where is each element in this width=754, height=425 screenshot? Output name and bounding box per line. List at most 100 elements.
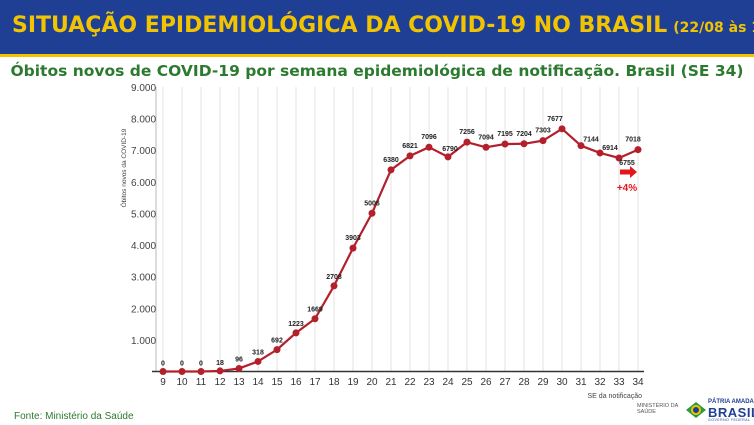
data-label: 0: [180, 361, 184, 368]
x-tick-label: 33: [613, 377, 625, 388]
x-tick-label: 32: [594, 377, 606, 388]
data-point: [539, 137, 547, 145]
data-point: [482, 143, 490, 151]
x-tick-label: 27: [499, 377, 511, 388]
x-tick-label: 19: [347, 377, 359, 388]
y-tick-label: 6.000: [131, 178, 156, 189]
data-label: 96: [235, 356, 243, 363]
data-point: [520, 140, 528, 148]
y-tick-label: 3.000: [131, 273, 156, 284]
arrow-right-icon: [620, 166, 637, 178]
header-date: (22/08 às 18h): [673, 20, 754, 36]
data-label: 6821: [402, 143, 418, 150]
data-label: 1223: [288, 321, 304, 328]
data-label: 7094: [478, 134, 494, 141]
government-logo: PÁTRIA AMADA BRASIL GOVERNO FEDERAL: [686, 398, 754, 422]
x-tick-label: 11: [196, 377, 207, 388]
ministry-line-1: MINISTÉRIO DA: [637, 403, 679, 409]
data-label: 7677: [547, 116, 563, 123]
x-tick-label: 17: [309, 377, 321, 388]
data-label: 7096: [421, 134, 437, 141]
ministry-line-2: SAÚDE: [637, 409, 656, 415]
y-tick-label: 1.000: [131, 336, 156, 347]
x-tick-label: 9: [160, 377, 166, 388]
x-tick-label: 34: [632, 377, 644, 388]
y-tick-label: 7.000: [131, 146, 156, 157]
x-tick-label: 21: [385, 377, 397, 388]
data-point: [292, 329, 300, 337]
logo-top-text: PÁTRIA AMADA: [708, 399, 754, 405]
ministry-label: MINISTÉRIO DA SAÚDE: [637, 403, 683, 415]
y-tick-label: 8.000: [131, 115, 156, 126]
data-point: [368, 209, 376, 217]
data-label: 1669: [307, 307, 323, 314]
data-point: [254, 357, 262, 365]
change-annotation: +4%: [617, 183, 637, 194]
y-tick-label: 2.000: [131, 304, 156, 315]
x-tick-label: 10: [176, 377, 188, 388]
data-point: [197, 368, 205, 375]
x-tick-label: 20: [366, 377, 378, 388]
data-label: 7204: [516, 131, 532, 138]
data-point: [501, 140, 509, 148]
data-label: 6380: [383, 157, 399, 164]
source-note: Fonte: Ministério da Saúde: [14, 411, 134, 422]
data-label: 318: [252, 349, 264, 356]
data-point: [349, 244, 357, 252]
y-axis-label: Óbitos novos da COVID-19: [119, 128, 128, 207]
data-label: 18: [216, 360, 224, 367]
data-label: 6790: [442, 146, 458, 153]
title-text: SITUAÇÃO EPIDEMIOLÓGICA DA COVID-19 NO B…: [12, 13, 668, 38]
data-label: 6914: [602, 145, 618, 152]
x-tick-label: 14: [252, 377, 264, 388]
data-point: [615, 154, 623, 162]
flag-icon: [686, 402, 706, 418]
x-tick-label: 31: [575, 377, 587, 388]
data-point: [406, 152, 414, 160]
x-tick-label: 18: [328, 377, 340, 388]
data-point: [463, 138, 471, 146]
x-tick-label: 12: [214, 377, 226, 388]
data-label: 5006: [364, 200, 380, 207]
data-point: [558, 125, 566, 133]
data-label: 7303: [535, 128, 551, 135]
data-point: [444, 153, 452, 161]
header-bar: SITUAÇÃO EPIDEMIOLÓGICA DA COVID-19 NO B…: [0, 0, 754, 57]
x-tick-label: 16: [290, 377, 302, 388]
x-tick-label: 30: [556, 377, 568, 388]
x-tick-label: 23: [423, 377, 435, 388]
data-point: [159, 368, 167, 375]
x-tick-label: 13: [233, 377, 245, 388]
data-point: [596, 149, 604, 157]
data-label: 7018: [625, 137, 641, 144]
data-point: [634, 146, 642, 154]
chart-title: Óbitos novos de COVID-19 por semana epid…: [10, 62, 744, 80]
data-point: [216, 367, 224, 375]
y-tick-label: 5.000: [131, 209, 156, 220]
x-tick-label: 28: [518, 377, 530, 388]
x-tick-label: 29: [537, 377, 549, 388]
data-point: [311, 315, 319, 323]
data-label: 7144: [583, 137, 599, 144]
data-point: [577, 142, 585, 150]
data-point: [425, 143, 433, 151]
x-axis-label: SE da notificação: [588, 393, 643, 400]
y-tick-label: 9.000: [131, 83, 156, 94]
data-label: 0: [161, 361, 165, 368]
data-label: 6755: [619, 160, 635, 167]
logo-main-text: BRASIL: [708, 405, 754, 420]
page-title: SITUAÇÃO EPIDEMIOLÓGICA DA COVID-19 NO B…: [12, 13, 754, 38]
data-point: [387, 166, 395, 174]
x-tick-label: 22: [404, 377, 416, 388]
x-tick-label: 24: [442, 377, 454, 388]
x-tick-label: 26: [480, 377, 492, 388]
data-label: 692: [271, 338, 283, 345]
y-tick-label: 4.000: [131, 241, 156, 252]
data-point: [273, 346, 281, 354]
data-label: 7195: [497, 131, 513, 138]
data-point: [330, 282, 338, 290]
data-point: [235, 364, 243, 372]
x-tick-label: 25: [461, 377, 473, 388]
data-point: [178, 368, 186, 375]
